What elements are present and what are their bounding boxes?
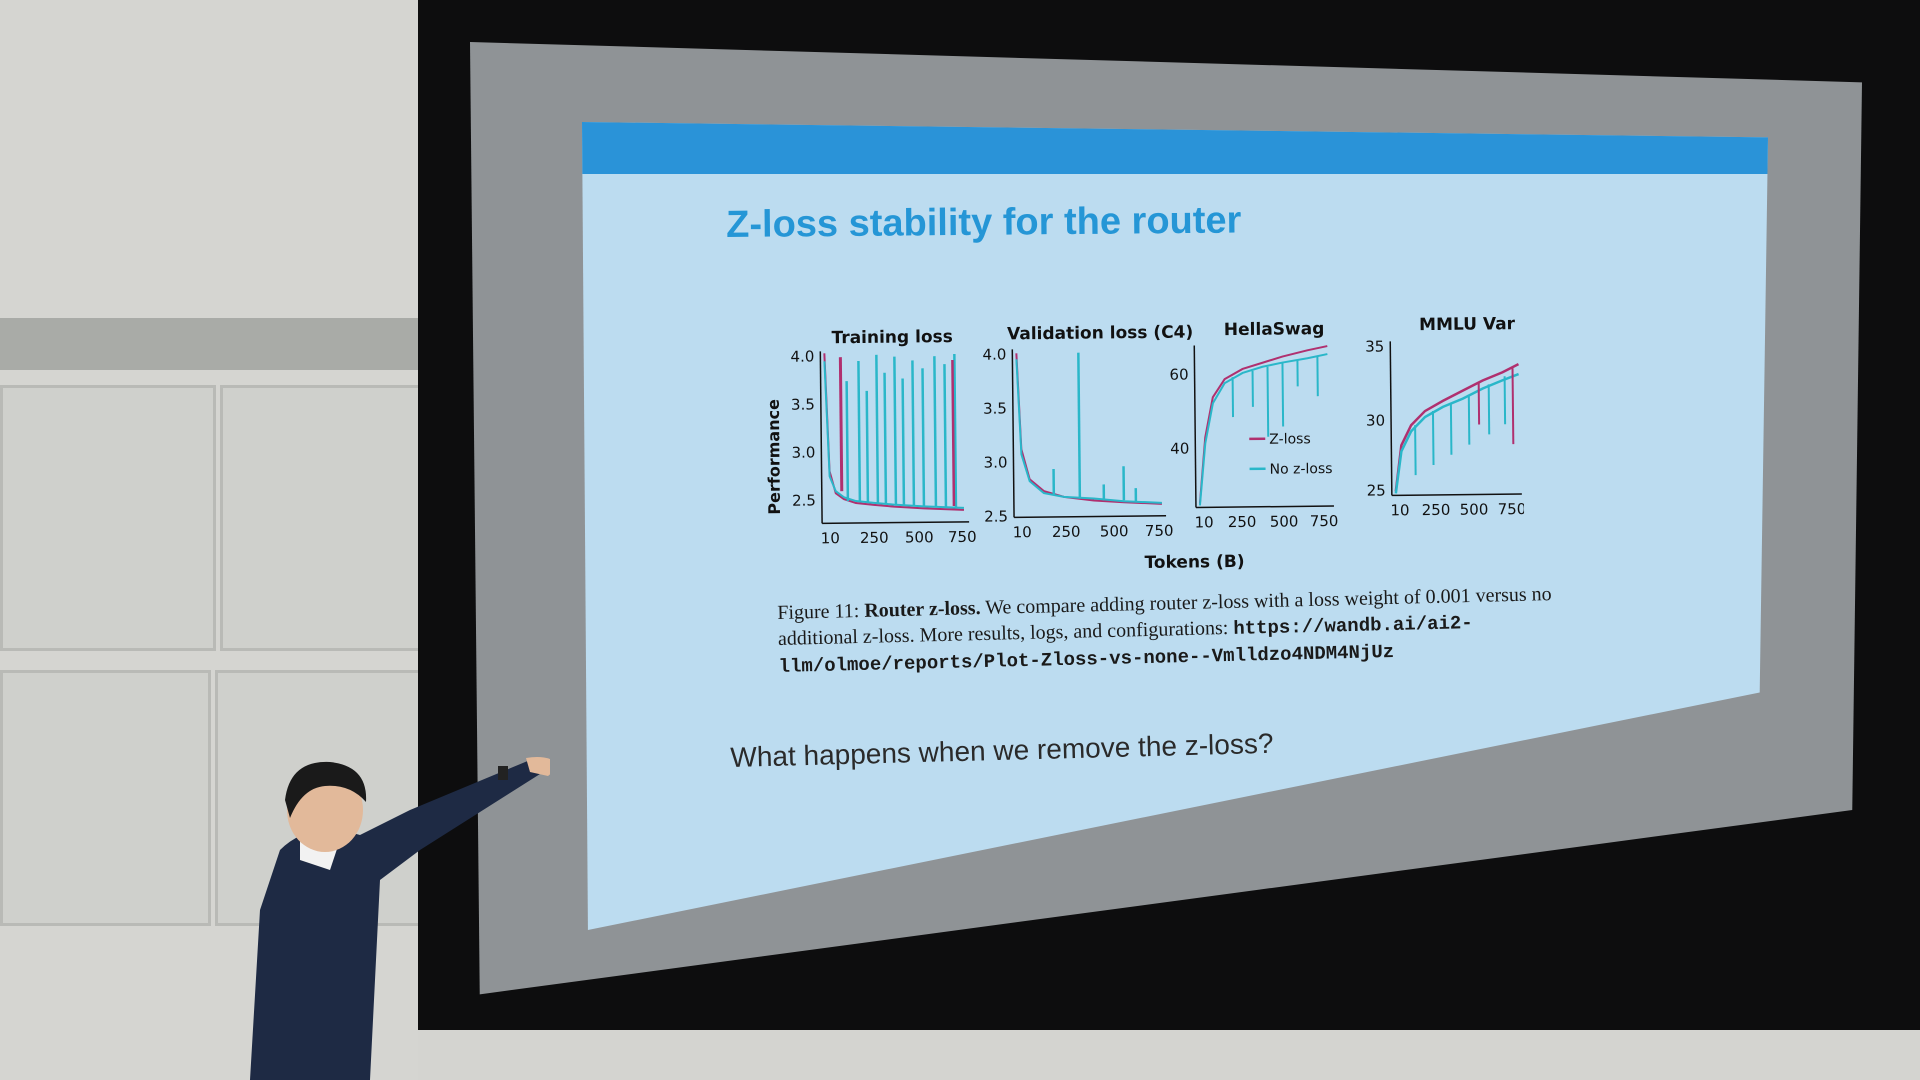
- slide-question: What happens when we remove the z-loss?: [730, 727, 1274, 773]
- panel-training-loss: 4.0 3.5 3.0 2.5 10 250 500 750: [790, 347, 977, 547]
- wall-band: [0, 318, 425, 370]
- y-axis-label: Performance: [764, 399, 784, 515]
- tick-label: 40: [1170, 440, 1189, 458]
- series-no-zloss: [1015, 359, 1162, 504]
- tick-label: 750: [1145, 522, 1174, 540]
- tick-label: 2.5: [984, 507, 1008, 525]
- tick-label: 35: [1365, 337, 1384, 355]
- x-axis-label: Tokens (B): [1144, 552, 1244, 573]
- tick-label: 250: [1422, 501, 1451, 519]
- tick-label: 60: [1169, 366, 1188, 384]
- figure: Training loss Validation loss (C4) Hella…: [764, 314, 1525, 573]
- tick-label: 750: [1498, 500, 1525, 518]
- tick-label: 250: [1228, 513, 1257, 531]
- series-zloss: [1015, 353, 1162, 505]
- tick-label: 10: [1390, 501, 1409, 519]
- panel-validation-loss: 4.0 3.5 3.0 2.5 10 250 500 750: [982, 345, 1174, 541]
- tick-label: 3.0: [791, 443, 815, 461]
- tick-label: 750: [1310, 512, 1339, 530]
- tick-label: 500: [1100, 522, 1129, 540]
- wall-panel: [220, 385, 426, 651]
- metric-drops: [1231, 356, 1319, 437]
- tick-label: 25: [1367, 481, 1386, 499]
- slide-title: Z-loss stability for the router: [726, 199, 1242, 246]
- tick-label: 10: [821, 529, 840, 547]
- tick-label: 10: [1194, 513, 1213, 531]
- panel-hellaswag: 60 40 10 250 500 750 Z-loss No z-loss: [1169, 345, 1339, 531]
- loss-spikes: [1052, 352, 1138, 503]
- tick-label: 3.5: [791, 395, 815, 413]
- wall-panel: [0, 385, 216, 651]
- metric-drops: [1414, 376, 1507, 476]
- tick-label: 250: [1052, 523, 1081, 541]
- caption-bold: Router z-loss.: [864, 597, 981, 622]
- floor-strip: [418, 1030, 1920, 1080]
- caption-figure-label: Figure 11:: [777, 599, 860, 624]
- tick-label: 500: [905, 528, 934, 546]
- panel-title: Training loss: [831, 327, 952, 348]
- panel-title: HellaSwag: [1224, 319, 1325, 340]
- tick-label: 10: [1013, 523, 1032, 541]
- tick-label: 500: [1270, 512, 1299, 530]
- legend-label-zloss: Z-loss: [1269, 431, 1311, 447]
- tick-label: 3.0: [984, 453, 1008, 471]
- tick-label: 3.5: [983, 399, 1007, 417]
- series-zloss: [1198, 345, 1328, 504]
- tick-label: 4.0: [790, 347, 814, 365]
- panel-title: Validation loss (C4): [1007, 322, 1193, 344]
- series-no-zloss: [1198, 353, 1328, 506]
- tick-label: 250: [860, 529, 889, 547]
- tick-label: 750: [948, 528, 977, 546]
- loss-spikes: [845, 353, 958, 509]
- tick-label: 2.5: [792, 491, 816, 509]
- series-zloss: [1394, 362, 1520, 492]
- tick-label: 30: [1366, 411, 1385, 429]
- presenter: [250, 757, 550, 1080]
- panel-mmlu-var: 35 30 25 10 250 500 750: [1365, 337, 1525, 519]
- legend-label-no-zloss: No z-loss: [1269, 461, 1332, 478]
- panel-title: MMLU Var: [1419, 314, 1516, 335]
- tick-label: 500: [1460, 500, 1489, 518]
- series-no-zloss: [1394, 372, 1520, 494]
- tick-label: 4.0: [982, 345, 1006, 363]
- wall-panel: [0, 670, 211, 926]
- figure-caption: Figure 11: Router z-loss. We compare add…: [777, 580, 1609, 680]
- metric-drops: [1477, 368, 1515, 445]
